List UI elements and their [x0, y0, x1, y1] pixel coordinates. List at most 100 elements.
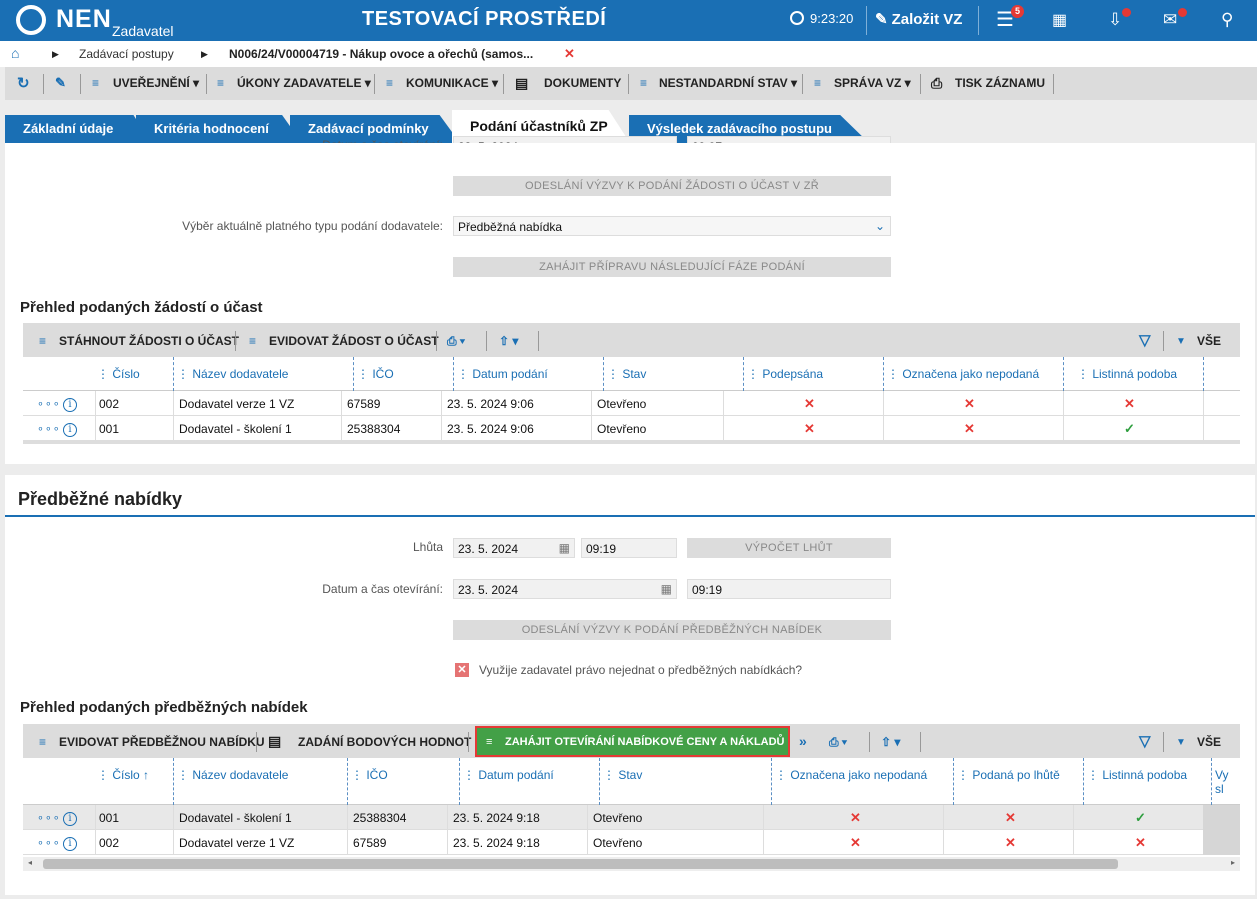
- download-requests-button[interactable]: STÁHNOUT ŽÁDOSTI O ÚČAST: [59, 334, 239, 348]
- list-icon: ≡: [814, 76, 822, 90]
- column-truncated[interactable]: Vy sl: [1215, 768, 1229, 796]
- column-number[interactable]: ⋮ Číslo: [97, 367, 140, 381]
- register-offer-button[interactable]: EVIDOVAT PŘEDBĚŽNOU NABÍDKU: [59, 735, 265, 749]
- start-opening-prices-button[interactable]: ≡ ZAHÁJIT OTEVÍRÁNÍ NABÍDKOVÉ CENY A NÁKL…: [475, 726, 790, 757]
- toolbar-nonstandard-label: NESTANDARDNÍ STAV: [659, 76, 788, 90]
- cell-number: 001: [99, 811, 120, 825]
- toolbar-nonstandard[interactable]: NESTANDARDNÍ STAV ▾: [659, 76, 798, 90]
- column-unsubmitted[interactable]: ⋮ Označena jako nepodaná: [887, 367, 1040, 381]
- cell-paper: ✓: [1124, 421, 1135, 436]
- filter-icon[interactable]: ▽: [1139, 733, 1151, 750]
- info-icon[interactable]: i: [63, 421, 77, 437]
- tab-tender-conditions[interactable]: Zadávací podmínky: [290, 115, 460, 143]
- menu-icon[interactable]: ☰: [996, 9, 1014, 31]
- more-icon[interactable]: ∘∘∘: [37, 398, 61, 410]
- pencil-icon[interactable]: ✎: [55, 75, 66, 90]
- column-number-label: Číslo: [112, 768, 140, 782]
- supplier-type-select[interactable]: Předběžná nabídka ⌄: [453, 216, 891, 236]
- enter-points-button[interactable]: ZADÁNÍ BODOVÝCH HODNOT: [298, 735, 472, 749]
- scroll-thumb[interactable]: [43, 859, 1118, 869]
- register-request-button[interactable]: EVIDOVAT ŽÁDOST O ÚČAST: [269, 334, 439, 348]
- toolbar-print-record[interactable]: TISK ZÁZNAMU: [955, 76, 1045, 90]
- column-ico[interactable]: ⋮ IČO: [351, 768, 388, 782]
- user-icon[interactable]: ⚲: [1221, 10, 1234, 29]
- table-row[interactable]: ∘∘∘ i 002 Dodavatel verze 1 VZ 67589 23.…: [23, 391, 1240, 416]
- horizontal-scrollbar[interactable]: ◂ ▸: [23, 857, 1240, 871]
- deadline-label: Lhůta: [412, 540, 443, 554]
- printer-icon[interactable]: ⎙ ▾: [829, 735, 847, 749]
- column-paper[interactable]: ⋮ Listinná podoba: [1077, 367, 1178, 381]
- info-icon[interactable]: i: [63, 396, 77, 412]
- caret-down-icon[interactable]: ▼: [1176, 737, 1186, 748]
- divider: [883, 357, 884, 391]
- caret-down-icon[interactable]: ▼: [1176, 336, 1186, 347]
- column-paper[interactable]: ⋮ Listinná podoba: [1087, 768, 1188, 782]
- column-signed[interactable]: ⋮ Podepsána: [747, 367, 824, 381]
- breadcrumb-item-procedures[interactable]: Zadávací postupy: [79, 47, 174, 61]
- more-icon[interactable]: ∘∘∘: [37, 812, 61, 824]
- divider: [173, 357, 174, 391]
- tab-evaluation-criteria[interactable]: Kritéria hodnocení: [136, 115, 302, 143]
- calendar-icon[interactable]: ▦: [660, 582, 672, 596]
- column-supplier[interactable]: ⋮ Název dodavatele: [177, 367, 289, 381]
- table-row[interactable]: ∘∘∘ i 002 Dodavatel verze 1 VZ 67589 23.…: [23, 830, 1240, 855]
- scroll-left-icon[interactable]: ◂: [28, 858, 33, 867]
- export-icon[interactable]: ⇧ ▾: [881, 735, 901, 749]
- inbox-icon[interactable]: ⇩: [1108, 10, 1123, 29]
- cell-ico: 67589: [347, 397, 381, 411]
- tab-basic-info[interactable]: Základní údaje: [5, 115, 151, 143]
- cell-status: Otevřeno: [597, 397, 647, 411]
- deadline-time-field[interactable]: 09:19: [581, 538, 677, 558]
- home-icon[interactable]: ⌂: [11, 45, 20, 61]
- column-status[interactable]: ⋮ Stav: [607, 367, 647, 381]
- logo-icon[interactable]: [16, 5, 46, 35]
- column-status[interactable]: ⋮ Stav: [603, 768, 643, 782]
- column-supplier[interactable]: ⋮ Název dodavatele: [177, 768, 289, 782]
- toolbar-actions[interactable]: ÚKONY ZADAVATELE ▾: [237, 76, 371, 90]
- filter-icon[interactable]: ▽: [1139, 332, 1151, 349]
- refresh-icon[interactable]: ↻: [17, 75, 30, 92]
- waive-negotiation-checkbox[interactable]: ✕: [455, 663, 469, 677]
- column-late[interactable]: ⋮ Podaná po lhůtě: [957, 768, 1060, 782]
- scroll-right-icon[interactable]: ▸: [1230, 858, 1235, 867]
- column-date[interactable]: ⋮ Datum podání: [457, 367, 548, 381]
- table-row[interactable]: ∘∘∘ i 001 Dodavatel - školení 1 25388304…: [23, 416, 1240, 441]
- deadline-date-field[interactable]: 23. 5. 2024 ▦: [453, 538, 575, 558]
- column-unsubmitted[interactable]: ⋮ Označena jako nepodaná: [775, 768, 928, 782]
- document-icon: ▤: [268, 733, 282, 749]
- toolbar-documents[interactable]: DOKUMENTY: [544, 76, 622, 90]
- double-chevron-icon[interactable]: »: [799, 733, 807, 749]
- more-icon[interactable]: ∘∘∘: [37, 837, 61, 849]
- breadcrumb-item-contract[interactable]: N006/24/V00004719 - Nákup ovoce a ořechů…: [229, 47, 534, 61]
- calendar-grid-icon[interactable]: ▦: [1052, 12, 1068, 29]
- create-contract-button[interactable]: ✎ Založit VZ: [875, 10, 962, 28]
- toolbar-management[interactable]: SPRÁVA VZ ▾: [834, 76, 911, 90]
- preliminary-offers-panel: Předběžné nabídky Lhůta 23. 5. 2024 ▦ 09:…: [5, 475, 1255, 895]
- toolbar-communication[interactable]: KOMUNIKACE ▾: [406, 76, 499, 90]
- export-icon[interactable]: ⇧ ▾: [499, 334, 519, 348]
- toolbar-publish[interactable]: UVEŘEJNĚNÍ ▾: [113, 76, 200, 90]
- logo[interactable]: NEN: [56, 5, 112, 33]
- opening-time-field[interactable]: 09:19: [687, 579, 891, 599]
- opening-date-field[interactable]: 23. 5. 2024 ▦: [453, 579, 677, 599]
- column-ico[interactable]: ⋮ IČO: [357, 367, 394, 381]
- supplier-type-value: Předběžná nabídka: [458, 220, 563, 234]
- column-date[interactable]: ⋮ Datum podání: [463, 768, 554, 782]
- list-icon: ≡: [39, 334, 47, 348]
- printer-icon[interactable]: ⎙ ▾: [447, 334, 465, 348]
- info-icon[interactable]: i: [63, 810, 77, 826]
- send-invite-button[interactable]: ODESLÁNÍ VÝZVY K PODÁNÍ ŽÁDOSTI O ÚČAST …: [453, 176, 891, 196]
- column-number[interactable]: ⋮ Číslo ↑: [97, 768, 150, 782]
- more-icon[interactable]: ∘∘∘: [37, 423, 61, 435]
- mail-icon[interactable]: ✉: [1163, 10, 1178, 29]
- calendar-icon[interactable]: ▦: [558, 541, 570, 555]
- view-all-toggle[interactable]: VŠE: [1197, 735, 1222, 749]
- close-icon[interactable]: ✕: [564, 46, 575, 61]
- view-all-toggle[interactable]: VŠE: [1197, 334, 1222, 348]
- table-row[interactable]: ∘∘∘ i 001 Dodavatel - školení 1 25388304…: [23, 805, 1240, 830]
- start-next-phase-button[interactable]: ZAHÁJIT PŘÍPRAVU NÁSLEDUJÍCÍ FÁZE PODÁNÍ: [453, 257, 891, 277]
- send-preliminary-invite-button[interactable]: ODESLÁNÍ VÝZVY K PODÁNÍ PŘEDBĚŽNÝCH NABÍ…: [453, 620, 891, 640]
- info-icon[interactable]: i: [63, 835, 77, 851]
- calculate-deadlines-button[interactable]: VÝPOČET LHŮT: [687, 538, 891, 558]
- session-clock: 9:23:20: [790, 11, 853, 26]
